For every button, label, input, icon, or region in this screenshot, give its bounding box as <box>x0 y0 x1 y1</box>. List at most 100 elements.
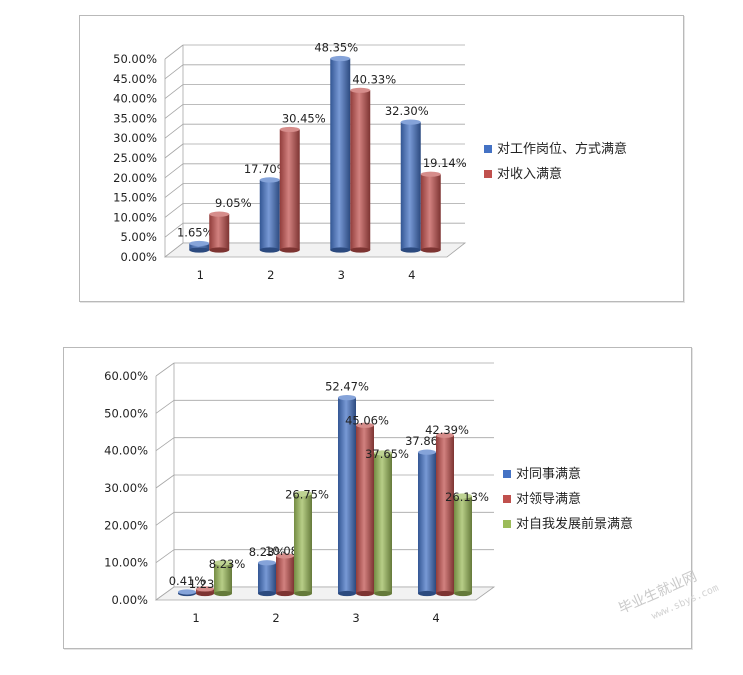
bar-cap <box>276 553 294 559</box>
y-tick-label: 35.00% <box>113 111 157 125</box>
data-label: 26.75% <box>285 488 329 502</box>
legend-label: 对工作岗位、方式满意 <box>497 141 627 157</box>
y-tick-label: 0.00% <box>120 250 157 264</box>
bar-chart-1: 0.00% 5.00% 10.00% 15.00% 20.00% 25.00% 30.00%… <box>113 41 627 282</box>
bar-body <box>294 493 312 594</box>
bar-base <box>214 590 232 597</box>
bar-cap <box>178 589 196 595</box>
y-tick-label: 0.00% <box>111 593 148 607</box>
bar <box>209 211 230 253</box>
bar <box>258 560 276 597</box>
bar-body <box>420 174 441 250</box>
bar-base <box>338 590 356 597</box>
bar-base <box>279 247 300 253</box>
bar-cap <box>350 87 371 93</box>
gridline-side <box>164 203 184 218</box>
bar <box>350 87 371 253</box>
bar-base <box>374 590 392 597</box>
y-tick-label: 20.00% <box>104 518 148 532</box>
bar-base <box>209 247 230 253</box>
data-label: 19.14% <box>423 156 467 170</box>
y-tick-label: 40.00% <box>113 92 157 106</box>
gridline-side <box>164 163 184 179</box>
bar <box>418 449 436 597</box>
data-label: 40.33% <box>352 72 396 86</box>
x-tick-label: 3 <box>338 268 345 282</box>
y-tick-label: 30.00% <box>104 481 148 495</box>
bar <box>338 395 356 597</box>
legend-label: 对同事满意 <box>516 466 581 482</box>
legend-swatch <box>503 520 511 528</box>
data-label: 52.47% <box>325 380 369 394</box>
bar-cap <box>258 560 276 566</box>
data-label: 42.39% <box>425 423 469 437</box>
y-tick-label: 10.00% <box>113 210 157 224</box>
y-tick-label: 50.00% <box>113 52 157 66</box>
bar-base <box>436 590 454 597</box>
bar-base <box>276 590 294 597</box>
bar-base <box>258 590 276 597</box>
chart-floor <box>154 586 496 601</box>
y-tick-label: 50.00% <box>104 406 148 420</box>
bar-cap <box>418 449 436 455</box>
bar-base <box>400 247 421 253</box>
data-label: 8.23% <box>249 545 286 559</box>
bar-cap <box>338 395 356 401</box>
data-label: 9.05% <box>215 196 252 210</box>
bar-body <box>418 452 436 594</box>
bar-body <box>350 90 371 250</box>
bar-chart-2: 0.00% 10.00% 20.00% 30.00% 40.00% 50.00% 60.00… <box>104 362 633 625</box>
y-tick-label: 15.00% <box>113 191 157 205</box>
bar-body <box>276 555 294 594</box>
bar <box>279 126 300 253</box>
bar <box>400 119 421 253</box>
bar-base <box>259 247 280 253</box>
gridline-side <box>155 437 175 451</box>
bar-body <box>436 435 454 594</box>
bar-body <box>374 452 392 594</box>
bar-base <box>454 590 472 597</box>
bar <box>259 177 280 253</box>
bar-base <box>418 590 436 597</box>
bar-body <box>330 58 351 251</box>
y-tick-label: 20.00% <box>113 171 157 185</box>
bar <box>214 560 232 597</box>
bar-base <box>330 247 351 253</box>
bar-body <box>209 214 230 250</box>
bar-body <box>258 562 276 594</box>
bar-base <box>294 590 312 597</box>
y-tick-label: 25.00% <box>113 151 157 165</box>
bar-cap <box>294 491 312 497</box>
bar <box>294 491 312 597</box>
bar-cap <box>420 171 441 177</box>
bar-cap <box>374 450 392 456</box>
bar-base <box>356 590 374 597</box>
bar-cap <box>259 177 280 183</box>
x-tick-label: 2 <box>272 611 279 625</box>
y-tick-label: 30.00% <box>113 131 157 145</box>
bar <box>356 422 374 597</box>
chart-panel-2: 0.00% 10.00% 20.00% 30.00% 40.00% 50.00% 60.00… <box>63 347 692 649</box>
bar-body <box>189 243 210 250</box>
bar <box>189 240 210 253</box>
x-tick-label: 4 <box>432 611 439 625</box>
bar-cap <box>356 422 374 428</box>
bar-body <box>338 397 356 594</box>
legend-label: 对领导满意 <box>516 491 581 507</box>
bar-body <box>214 562 232 594</box>
bar-cap <box>189 240 210 247</box>
data-label: 8.23% <box>209 557 246 571</box>
bar <box>374 450 392 597</box>
bar <box>436 432 454 597</box>
bar-cap <box>196 586 214 592</box>
bar <box>454 493 472 597</box>
gridline-side <box>164 44 184 60</box>
x-tick-label: 3 <box>352 611 359 625</box>
y-tick-label: 10.00% <box>104 556 148 570</box>
data-label: 26.13% <box>445 490 489 504</box>
bar-base <box>350 247 371 253</box>
gridline-side <box>164 84 184 99</box>
bar <box>196 586 214 597</box>
bar-base <box>189 247 210 253</box>
x-tick-label: 4 <box>408 268 415 282</box>
